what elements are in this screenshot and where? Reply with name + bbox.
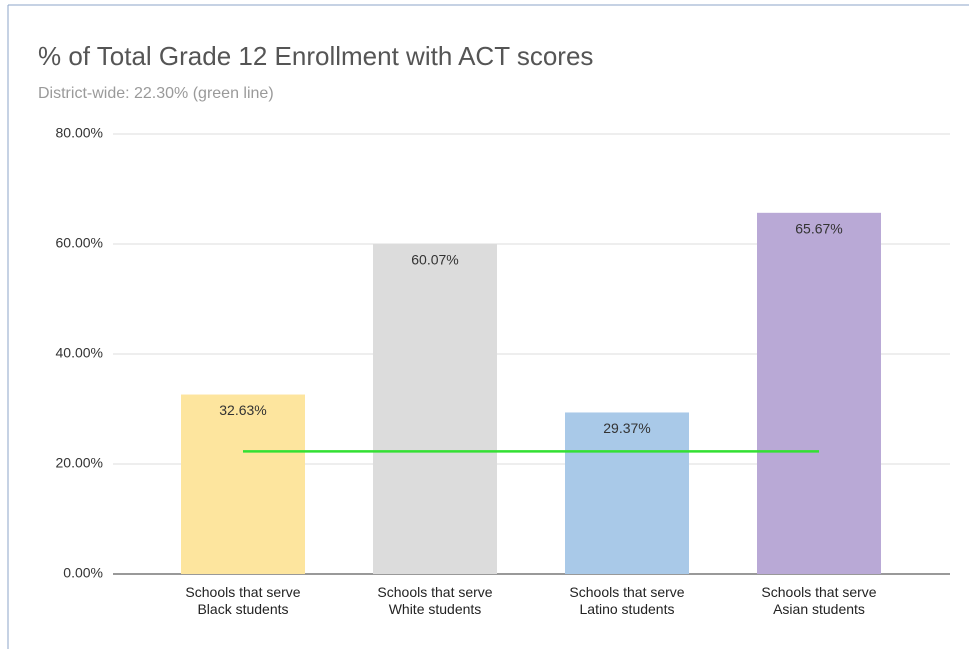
x-tick-label-line: Black students [197, 601, 288, 617]
x-tick-label: Schools that serve Latino students [569, 584, 684, 617]
x-tick-label-line: Latino students [580, 601, 675, 617]
bar [757, 212, 881, 574]
y-tick-label: 20.00% [56, 455, 103, 471]
bar [565, 412, 689, 574]
x-tick-label: Schools that serve White students [377, 584, 492, 617]
value-label: 32.63% [219, 402, 266, 418]
value-label: 29.37% [603, 420, 650, 436]
y-tick-label: 40.00% [56, 345, 103, 361]
x-tick-label-line: Schools that serve [185, 584, 300, 600]
x-tick-label-line: Schools that serve [761, 584, 876, 600]
x-tick-label-line: Schools that serve [569, 584, 684, 600]
y-tick-label: 0.00% [63, 565, 103, 581]
x-tick-label: Schools that serve Black students [185, 584, 300, 617]
x-tick-label-line: Asian students [773, 601, 865, 617]
x-tick-label-line: Schools that serve [377, 584, 492, 600]
bar [181, 394, 305, 574]
value-label: 65.67% [795, 221, 842, 237]
x-tick-label: Schools that serve Asian students [761, 584, 876, 617]
chart-subtitle: District-wide: 22.30% (green line) [38, 85, 274, 102]
bar [373, 243, 497, 575]
chart-title: % of Total Grade 12 Enrollment with ACT … [38, 41, 593, 71]
y-tick-label: 80.00% [56, 125, 103, 141]
y-tick-label: 60.00% [56, 235, 103, 251]
value-label: 60.07% [411, 251, 458, 267]
x-tick-label-line: White students [389, 601, 482, 617]
